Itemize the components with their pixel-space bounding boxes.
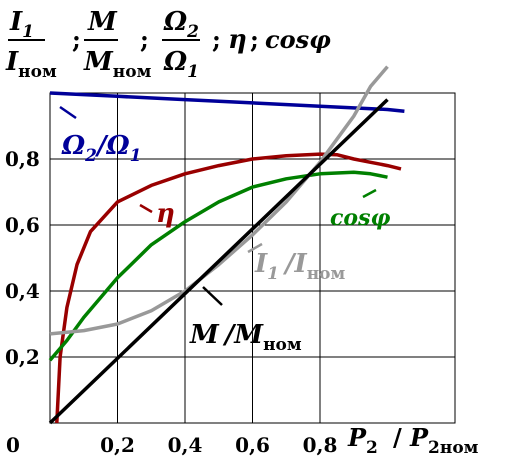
title-inom: Iном	[5, 47, 57, 82]
x-tick-label: 0,2	[100, 433, 135, 457]
series-layer	[48, 65, 405, 425]
title-m: M	[87, 7, 118, 37]
i1-series-line	[49, 65, 389, 336]
chart-title: I1 Iном ; M Mном ; Ω2 Ω1 ; η ; cosφ	[5, 7, 331, 82]
title-cosphi: cosφ	[265, 25, 331, 54]
y-tick-label: 0,8	[5, 147, 40, 171]
cos-leader-line	[362, 188, 377, 199]
title-separator-1: ;	[72, 25, 81, 54]
title-separator-3: ;	[212, 25, 221, 54]
omega-leader-line	[59, 105, 77, 120]
m-curve-label: M/Mном	[189, 320, 302, 355]
x-tick-label: 0,4	[168, 433, 203, 457]
y-tick-label: 0,6	[5, 213, 40, 237]
y-tick-label: 0,4	[5, 279, 40, 303]
x-tick-labels: 0,2 0,4 0,6 0,8	[100, 433, 337, 457]
x-tick-label: 0,8	[303, 433, 338, 457]
cos-series-line	[48, 170, 388, 362]
title-eta: η	[228, 25, 247, 55]
eta-leader-line	[139, 203, 153, 214]
omega-curve-label: Ω2/Ω1	[61, 131, 142, 166]
eta-curve-label: η	[156, 199, 175, 229]
cos-curve-label: cosφ	[330, 205, 390, 231]
x-axis-label: P2 / P2ном	[347, 423, 479, 458]
omega-series-line	[49, 91, 405, 113]
title-i1: I1	[9, 7, 34, 42]
x-axis-label-p2: P2	[347, 423, 378, 458]
title-omega2: Ω2	[163, 7, 199, 42]
title-mnom: Mном	[83, 47, 152, 82]
x-tick-label: 0,6	[235, 433, 270, 457]
title-omega1: Ω1	[163, 47, 199, 82]
origin-label: 0	[6, 433, 20, 457]
y-tick-label: 0,2	[5, 345, 40, 369]
m-leader-line	[202, 286, 223, 306]
i1-curve-label: I1/Iном	[254, 249, 345, 284]
m-series-line	[48, 98, 389, 425]
title-separator-4: ;	[250, 25, 259, 54]
y-tick-labels: 0,2 0,4 0,6 0,8	[5, 147, 40, 369]
eta-series-line	[55, 152, 402, 424]
x-axis-label-slash: /	[393, 423, 402, 452]
i1-leader-line	[247, 242, 263, 254]
x-axis-label-p2nom: P2ном	[409, 423, 479, 458]
title-separator-2: ;	[140, 25, 149, 54]
